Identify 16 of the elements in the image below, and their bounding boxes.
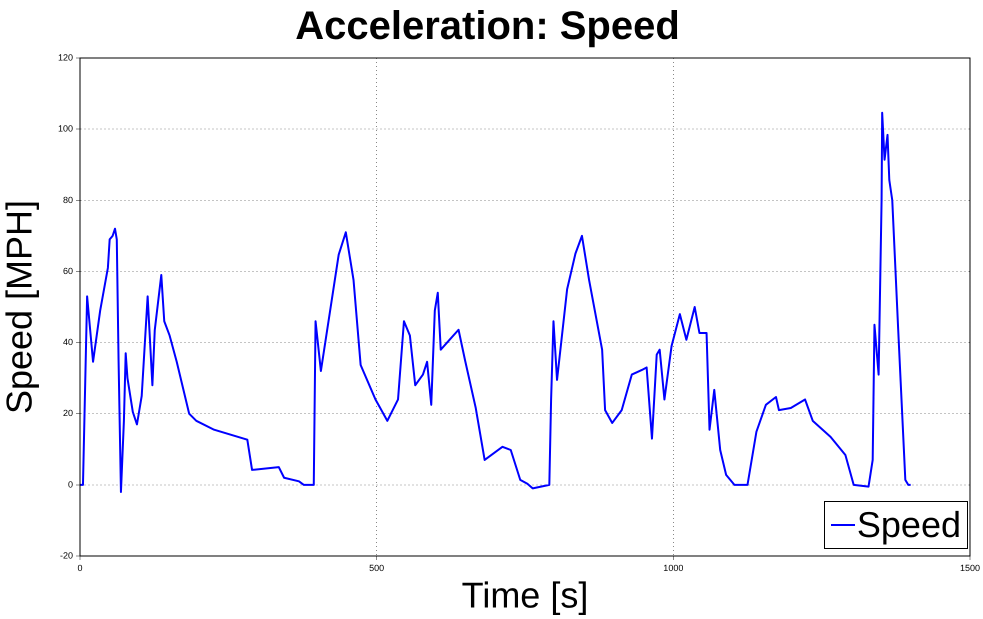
- x-tick-label: 1000: [663, 562, 684, 573]
- y-tick-label: 60: [62, 266, 73, 276]
- y-tick-label: 120: [58, 52, 73, 62]
- y-tick-label: 20: [62, 408, 73, 418]
- x-tick-label: 500: [369, 562, 384, 573]
- y-tick-label: 0: [68, 479, 73, 490]
- legend-label: Speed: [856, 504, 961, 546]
- chart-title: Acceleration: Speed: [295, 4, 680, 48]
- y-tick-label: -20: [60, 550, 73, 560]
- x-tick-label: 1500: [960, 562, 980, 573]
- x-tick-label: 0: [77, 562, 83, 573]
- y-tick-label: 80: [62, 194, 73, 205]
- y-tick-label: 40: [62, 337, 73, 348]
- y-tick-label: 100: [58, 124, 73, 134]
- x-axis-title: Time [s]: [462, 574, 588, 616]
- y-axis-title: Speed [MPH]: [0, 200, 40, 414]
